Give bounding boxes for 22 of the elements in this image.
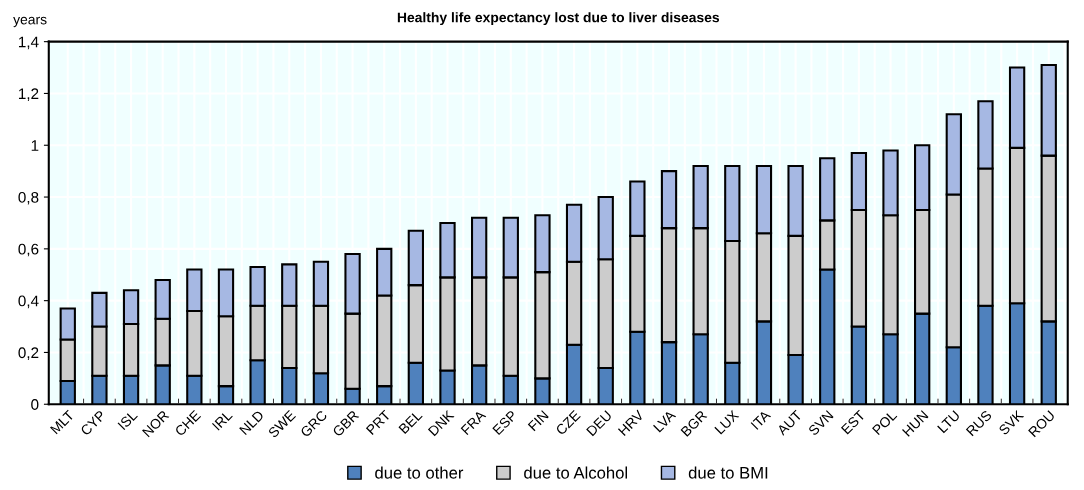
legend-label: due to other <box>375 466 464 479</box>
x-tick-label: POL <box>871 409 898 436</box>
y-tick-label: 1,4 <box>18 36 39 50</box>
x-tick-label: FIN <box>527 410 549 432</box>
y-tick-label: 0,4 <box>18 295 39 309</box>
y-tick-label: 1 <box>31 140 39 151</box>
chart-title: Healthy life expectancy lost due to liver diseases <box>397 12 720 26</box>
x-tick-label: ITA <box>750 409 772 430</box>
x-tick-label: ISL <box>117 409 138 431</box>
y-tick-label: 1,2 <box>18 88 39 101</box>
legend-label: due to BMI <box>688 466 768 479</box>
y-tick-label: 0,8 <box>18 191 39 205</box>
x-tick-label: BEL <box>398 409 423 434</box>
x-tick-label: LTU <box>937 410 961 434</box>
y-tick-label: 0,6 <box>18 243 39 257</box>
legend-label: due to Alcohol <box>524 466 628 479</box>
y-tick-label: 0,2 <box>18 347 39 360</box>
y-axis-title: years <box>13 16 47 28</box>
y-tick-label: 0 <box>31 399 39 410</box>
x-tick-label: FRA <box>460 409 487 436</box>
x-tick-label: IRL <box>211 409 233 431</box>
x-tick-label: LVA <box>653 409 677 433</box>
